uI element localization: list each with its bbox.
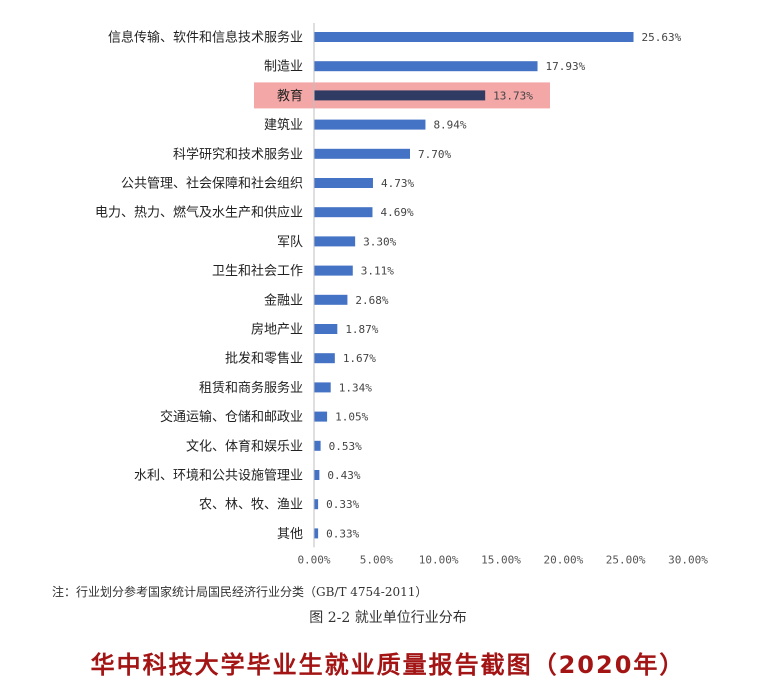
bar <box>314 61 538 72</box>
data-label: 0.53% <box>329 440 362 453</box>
data-label: 13.73% <box>493 89 533 102</box>
data-label: 2.68% <box>355 294 388 307</box>
x-tick-label: 10.00% <box>419 553 459 566</box>
data-label: 25.63% <box>642 31 682 44</box>
category-label: 军队 <box>277 235 303 250</box>
category-label: 租赁和商务服务业 <box>199 380 303 396</box>
data-label: 1.34% <box>339 381 372 394</box>
bar <box>314 207 373 218</box>
bar <box>314 90 486 101</box>
data-label: 4.73% <box>381 177 414 190</box>
bar <box>314 119 426 130</box>
bar <box>314 528 319 539</box>
category-label: 电力、热力、燃气及水生产和供应业 <box>95 205 303 221</box>
bar <box>314 148 410 159</box>
category-label: 交通运输、仓储和邮政业 <box>160 409 303 425</box>
data-label: 0.33% <box>326 527 359 540</box>
data-label: 4.69% <box>380 206 413 219</box>
category-label: 建筑业 <box>264 117 303 133</box>
bar <box>314 353 335 364</box>
category-label: 水利、环境和公共设施管理业 <box>134 469 303 484</box>
category-label: 农、林、牧、渔业 <box>199 498 303 513</box>
data-label: 17.93% <box>546 60 586 73</box>
category-label: 金融业 <box>264 292 303 308</box>
x-tick-label: 15.00% <box>481 553 521 566</box>
bar <box>314 470 320 480</box>
category-label: 制造业 <box>264 60 303 75</box>
bar <box>314 178 373 188</box>
data-label: 7.70% <box>418 148 451 161</box>
bar <box>314 265 353 276</box>
bar <box>314 32 634 42</box>
category-label: 卫生和社会工作 <box>212 263 303 279</box>
data-label: 0.33% <box>326 498 359 511</box>
data-label: 0.43% <box>327 469 360 482</box>
x-tick-label: 20.00% <box>543 553 583 566</box>
bar <box>314 411 328 422</box>
report-banner: 华中科技大学毕业生就业质量报告截图（2020年） <box>90 651 686 679</box>
category-label: 批发和零售业 <box>225 351 303 367</box>
category-label: 教育 <box>277 88 303 104</box>
bar <box>314 324 338 334</box>
x-tick-label: 0.00% <box>297 553 330 566</box>
category-label: 文化、体育和娱乐业 <box>186 438 303 454</box>
category-label: 科学研究和技术服务业 <box>173 146 303 162</box>
bar <box>314 294 348 305</box>
category-label: 公共管理、社会保障和社会组织 <box>121 176 303 192</box>
data-label: 1.05% <box>335 411 368 424</box>
bar-chart: 信息传输、软件和信息技术服务业制造业教育建筑业科学研究和技术服务业公共管理、社会… <box>95 23 708 566</box>
category-label: 信息传输、软件和信息技术服务业 <box>108 30 303 46</box>
bar <box>314 236 356 247</box>
bar <box>314 499 319 510</box>
x-tick-label: 25.00% <box>606 553 646 566</box>
data-label: 3.30% <box>363 235 396 248</box>
bar <box>314 382 331 393</box>
bar <box>314 440 321 451</box>
data-label: 1.67% <box>343 352 376 365</box>
chart-note: 注：行业划分参考国家统计局国民经济行业分类（GB/T 4754-2011） <box>52 585 428 599</box>
category-label: 房地产业 <box>251 322 303 338</box>
x-tick-label: 30.00% <box>668 553 708 566</box>
data-label: 8.94% <box>433 119 466 132</box>
data-label: 1.87% <box>345 323 378 336</box>
category-label: 其他 <box>277 527 303 542</box>
figure-caption: 图 2-2 就业单位行业分布 <box>309 610 467 626</box>
data-label: 3.11% <box>361 265 394 278</box>
x-tick-label: 5.00% <box>360 553 393 566</box>
